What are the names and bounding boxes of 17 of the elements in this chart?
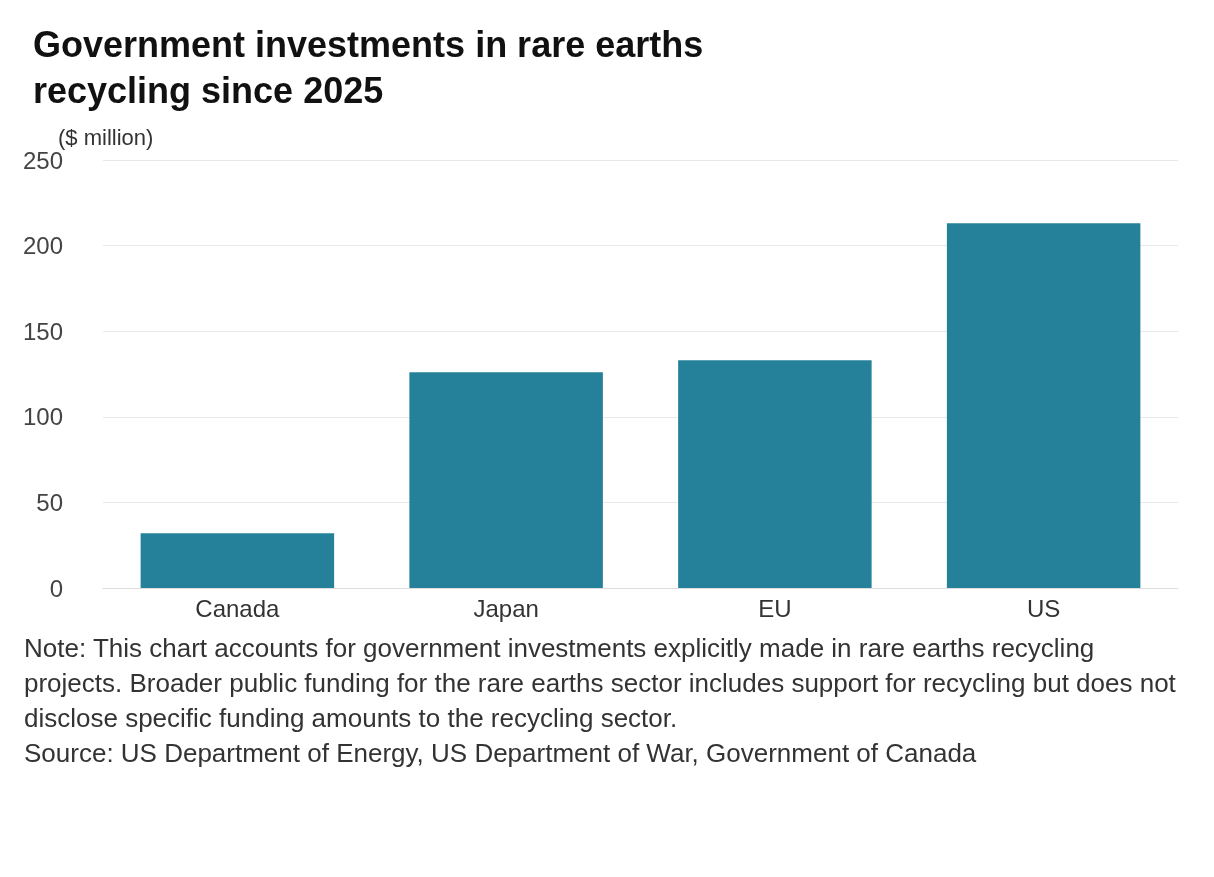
chart-title: Government investments in rare earths recycling since 2025	[33, 23, 704, 111]
y-axis-title: ($ million)	[58, 124, 154, 150]
bar	[140, 533, 335, 588]
text: Note: This chart accounts for government investments explicitly made in rare earths recycling projects. Broader public funding for the rare earths sector includes support for recycling but does not disclose specific funding amounts to the recycling sector.	[24, 632, 1177, 735]
y-tick-label: 50	[36, 488, 63, 516]
x-tick-label: US	[1026, 594, 1061, 622]
x-tick-label: Canada	[195, 594, 281, 622]
x-tick-label: EU	[758, 594, 792, 622]
bar	[678, 360, 872, 588]
bar	[946, 223, 1141, 588]
source-note: Source: US Department of Energy, US Department of War, Government of Canada	[24, 737, 978, 770]
bar	[409, 372, 603, 588]
y-tick-label: 100	[22, 403, 63, 431]
y-tick-label: 0	[49, 574, 63, 602]
x-tick-label: Japan	[473, 594, 539, 622]
y-tick-label: 150	[22, 317, 63, 345]
y-tick-label: 200	[22, 232, 63, 260]
